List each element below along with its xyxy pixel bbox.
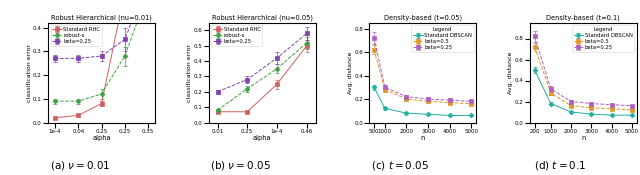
Text: (d) $t = 0.1$: (d) $t = 0.1$: [534, 159, 586, 172]
Text: (c) $t = 0.05$: (c) $t = 0.05$: [371, 159, 429, 172]
X-axis label: alpha: alpha: [92, 135, 111, 141]
X-axis label: n: n: [420, 135, 425, 141]
X-axis label: n: n: [581, 135, 586, 141]
Y-axis label: classification error: classification error: [27, 44, 31, 102]
Y-axis label: Avg. distance: Avg. distance: [348, 51, 353, 94]
Legend: Standard DBSCAN, beta=0.5, beta=0.25: Standard DBSCAN, beta=0.5, beta=0.25: [572, 25, 634, 52]
Legend: Standard RHC, robust-s, beta=0.25: Standard RHC, robust-s, beta=0.25: [51, 25, 102, 46]
Y-axis label: Avg. distance: Avg. distance: [508, 51, 513, 94]
Text: (b) $\nu = 0.05$: (b) $\nu = 0.05$: [210, 159, 270, 172]
Legend: Standard RHC, robust-s, beta=0.25: Standard RHC, robust-s, beta=0.25: [211, 25, 262, 46]
Legend: Standard DBSCAN, beta=0.5, beta=0.25: Standard DBSCAN, beta=0.5, beta=0.25: [412, 25, 474, 52]
Text: (a) $\nu = 0.01$: (a) $\nu = 0.01$: [50, 159, 110, 172]
Title: Robust Hierarchical (nu=0.01): Robust Hierarchical (nu=0.01): [51, 15, 152, 22]
X-axis label: alpha: alpha: [253, 135, 271, 141]
Title: Density-based (t=0.05): Density-based (t=0.05): [383, 15, 461, 22]
Y-axis label: classification error: classification error: [187, 44, 192, 102]
Title: Robust Hierarchical (nu=0.05): Robust Hierarchical (nu=0.05): [212, 15, 312, 22]
Title: Density-based (t=0.1): Density-based (t=0.1): [547, 15, 620, 22]
